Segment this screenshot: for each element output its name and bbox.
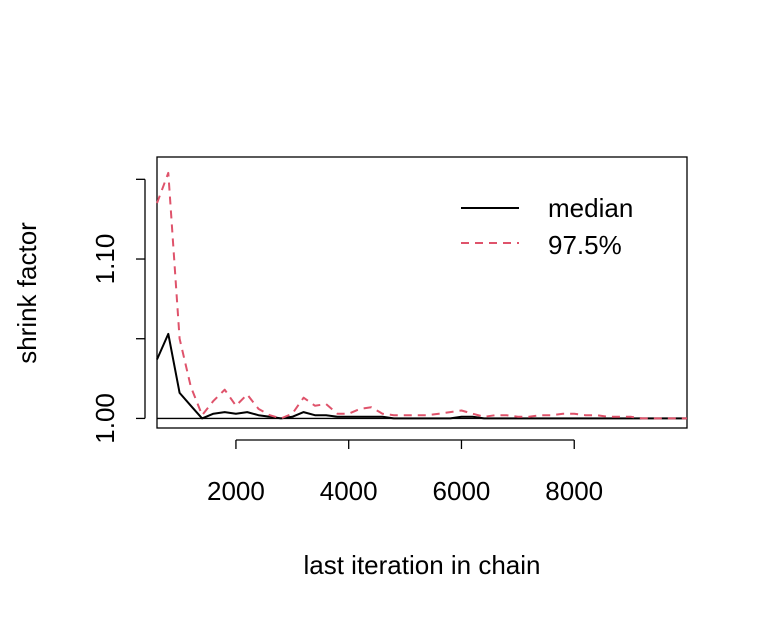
x-axis: 2000 4000 6000 8000	[207, 439, 603, 506]
x-tick-label: 2000	[207, 476, 265, 506]
y-tick-label: 1.10	[90, 234, 120, 285]
y-tick-label: 1.00	[90, 393, 120, 444]
x-tick-label: 4000	[320, 476, 378, 506]
legend-label-97-5: 97.5%	[548, 230, 622, 260]
series-layer	[156, 171, 687, 420]
x-axis-label: last iteration in chain	[303, 550, 540, 580]
plot-frame	[156, 156, 688, 429]
y-axis-label: shrink factor	[12, 222, 42, 364]
y-axis: 1.00 1.10	[90, 178, 146, 444]
legend-label-median: median	[548, 193, 633, 223]
x-tick-label: 6000	[433, 476, 491, 506]
series-line-97-5-	[156, 171, 687, 420]
series-line-median	[156, 332, 687, 420]
x-tick-label: 8000	[545, 476, 603, 506]
legend: median 97.5%	[461, 193, 633, 260]
